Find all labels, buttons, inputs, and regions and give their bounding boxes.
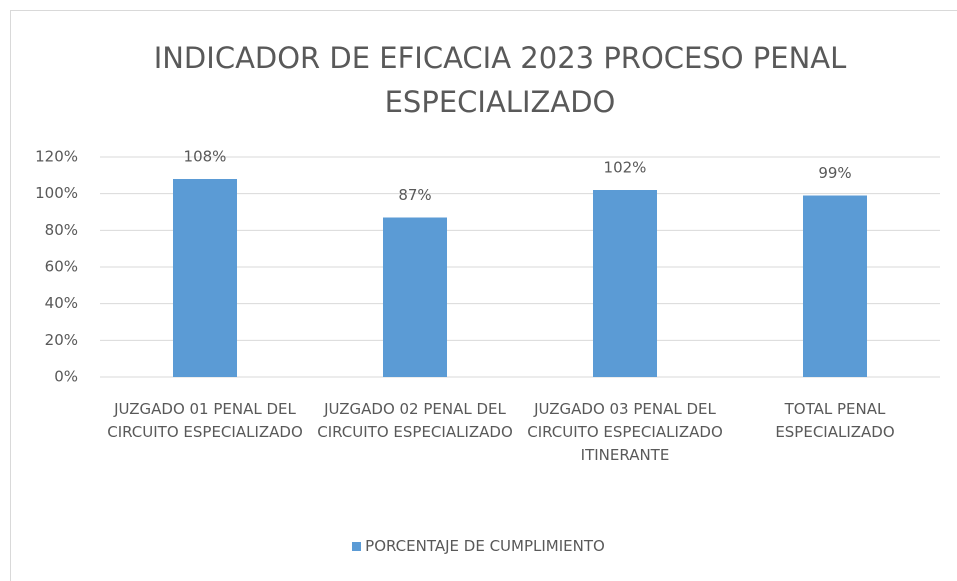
y-tick-label: 120%: [35, 148, 78, 166]
legend-label: PORCENTAJE DE CUMPLIMIENTO: [365, 537, 605, 555]
data-label: 99%: [818, 164, 851, 182]
y-tick-label: 40%: [45, 294, 78, 312]
chart-border: [10, 10, 957, 581]
y-tick-label: 60%: [45, 258, 78, 276]
x-tick-label: JUZGADO 01 PENAL DEL CIRCUITO ESPECIALIZ…: [107, 400, 303, 441]
data-label: 102%: [604, 159, 647, 177]
x-tick-label: TOTAL PENAL ESPECIALIZADO: [775, 400, 895, 441]
data-label: 108%: [184, 148, 227, 166]
bar: [383, 217, 447, 377]
y-tick-label: 0%: [54, 368, 78, 386]
legend-item: PORCENTAJE DE CUMPLIMIENTO: [352, 537, 605, 555]
x-tick-label: JUZGADO 03 PENAL DEL CIRCUITO ESPECIALIZ…: [527, 400, 723, 464]
bar: [593, 190, 657, 377]
x-tick-label: JUZGADO 02 PENAL DEL CIRCUITO ESPECIALIZ…: [317, 400, 513, 441]
bar: [173, 179, 237, 377]
data-label: 87%: [398, 186, 431, 204]
legend: PORCENTAJE DE CUMPLIMIENTO: [0, 537, 957, 555]
y-tick-label: 20%: [45, 331, 78, 349]
y-tick-label: 80%: [45, 221, 78, 239]
bar: [803, 195, 867, 377]
legend-swatch: [352, 542, 362, 551]
chart-title: INDICADOR DE EFICACIA 2023 PROCESO PENAL…: [153, 41, 847, 119]
y-tick-label: 100%: [35, 184, 78, 202]
